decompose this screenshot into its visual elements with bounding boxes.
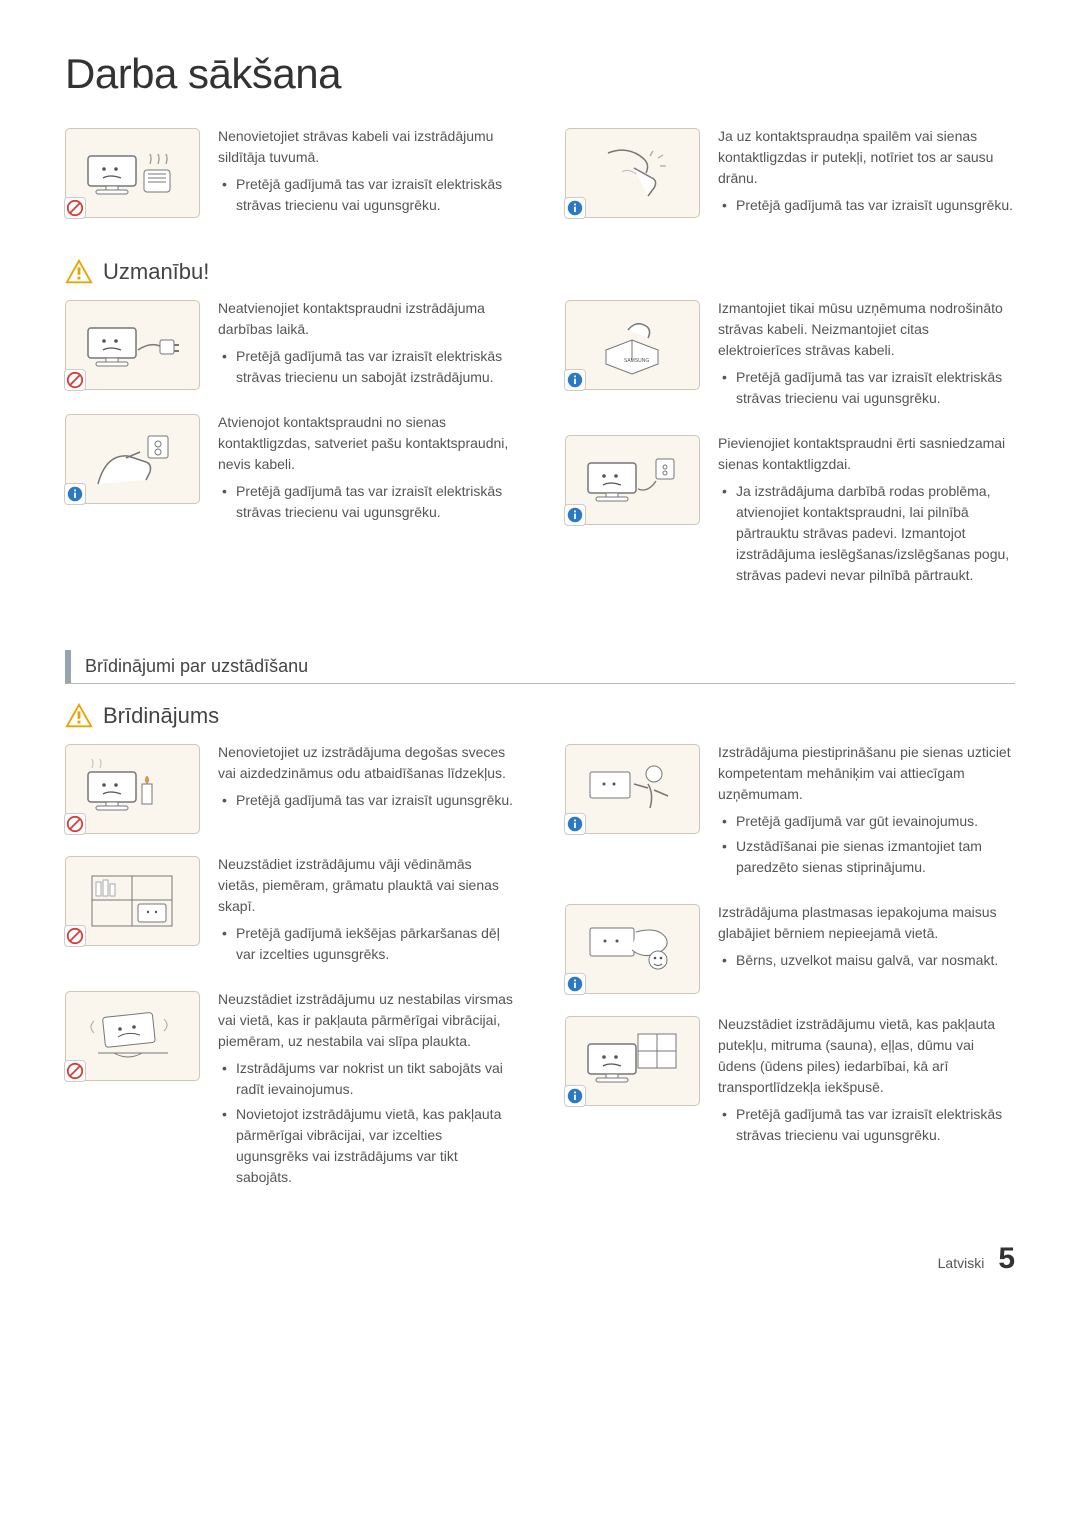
item-intro: Neuzstādiet izstrādājumu vietā, kas pakļ… (718, 1014, 1015, 1098)
safety-item: Pievienojiet kontaktspraudni ērti sasnie… (565, 433, 1015, 590)
safety-item: Atvienojot kontaktspraudni no sienas kon… (65, 412, 515, 527)
item-bullets: Pretējā gadījumā tas var izraisīt elektr… (218, 174, 515, 216)
illustration (565, 128, 700, 218)
section2-columns: Neatvienojiet kontaktspraudni izstrādāju… (65, 298, 1015, 610)
item-bullet: Pretējā gadījumā tas var izraisīt elektr… (718, 1104, 1015, 1146)
prohibit-icon (64, 1060, 86, 1082)
item-bullet: Novietojot izstrādājumu vietā, kas pakļa… (218, 1104, 515, 1188)
info-icon (564, 369, 586, 391)
safety-item: Neuzstādiet izstrādājumu uz nestabilas v… (65, 989, 515, 1192)
footer-language: Latviski (938, 1255, 985, 1271)
item-bullets: Izstrādājums var nokrist un tikt sabojāt… (218, 1058, 515, 1188)
item-bullet: Pretējā gadījumā tas var izraisīt ugunsg… (718, 195, 1015, 216)
item-bullet: Pretējā gadījumā tas var izraisīt elektr… (218, 346, 515, 388)
install-heading: Brīdinājumi par uzstādīšanu (65, 650, 1015, 684)
illustration (565, 435, 700, 525)
item-bullet: Ja izstrādājuma darbībā rodas problēma, … (718, 481, 1015, 586)
safety-item: Neuzstādiet izstrādājumu vāji vēdināmās … (65, 854, 515, 969)
section3-columns: Nenovietojiet uz izstrādājuma degošas sv… (65, 742, 1015, 1212)
illustration (65, 991, 200, 1081)
info-icon (64, 483, 86, 505)
safety-item: Izstrādājuma piestiprināšanu pie sienas … (565, 742, 1015, 882)
illustration (65, 300, 200, 390)
safety-item: Nenovietojiet uz izstrādājuma degošas sv… (65, 742, 515, 834)
page-footer: Latviski 5 (65, 1242, 1015, 1276)
prohibit-icon (64, 197, 86, 219)
illustration (565, 1016, 700, 1106)
safety-item: Ja uz kontaktspraudņa spailēm vai sienas… (565, 126, 1015, 220)
illustration (565, 904, 700, 994)
item-intro: Izstrādājuma piestiprināšanu pie sienas … (718, 742, 1015, 805)
prohibit-icon (64, 369, 86, 391)
item-bullet: Pretējā gadījumā tas var izraisīt elektr… (218, 174, 515, 216)
illustration (65, 744, 200, 834)
item-bullets: Pretējā gadījumā tas var izraisīt elektr… (218, 481, 515, 523)
safety-item: Nenovietojiet strāvas kabeli vai izstrād… (65, 126, 515, 220)
item-bullet: Pretējā gadījumā tas var izraisīt elektr… (218, 481, 515, 523)
item-bullets: Bērns, uzvelkot maisu galvā, var nosmakt… (718, 950, 1015, 971)
item-bullet: Izstrādājums var nokrist un tikt sabojāt… (218, 1058, 515, 1100)
illustration (65, 856, 200, 946)
item-intro: Nenovietojiet strāvas kabeli vai izstrād… (218, 126, 515, 168)
info-icon (564, 504, 586, 526)
item-bullets: Ja izstrādājuma darbībā rodas problēma, … (718, 481, 1015, 586)
item-bullets: Pretējā gadījumā tas var izraisīt elektr… (218, 346, 515, 388)
item-bullet: Uzstādīšanai pie sienas izmantojiet tam … (718, 836, 1015, 878)
svg-text:SAMSUNG: SAMSUNG (624, 358, 649, 364)
caution-label: Uzmanību! (103, 259, 209, 285)
item-intro: Neuzstādiet izstrādājumu vāji vēdināmās … (218, 854, 515, 917)
item-intro: Neuzstādiet izstrādājumu uz nestabilas v… (218, 989, 515, 1052)
info-icon (564, 197, 586, 219)
item-bullet: Pretējā gadījumā tas var izraisīt ugunsg… (218, 790, 515, 811)
item-bullets: Pretējā gadījumā tas var izraisīt elektr… (718, 1104, 1015, 1146)
illustration (65, 128, 200, 218)
info-icon (564, 813, 586, 835)
section1-columns: Nenovietojiet strāvas kabeli vai izstrād… (65, 126, 1015, 240)
page-title: Darba sākšana (65, 50, 1015, 98)
item-intro: Pievienojiet kontaktspraudni ērti sasnie… (718, 433, 1015, 475)
item-bullet: Pretējā gadījumā iekšējas pārkaršanas dē… (218, 923, 515, 965)
warning-header: Brīdinājums (65, 702, 1015, 730)
item-bullets: Pretējā gadījumā tas var izraisīt ugunsg… (218, 790, 515, 811)
item-intro: Ja uz kontaktspraudņa spailēm vai sienas… (718, 126, 1015, 189)
illustration (65, 414, 200, 504)
prohibit-icon (64, 925, 86, 947)
info-icon (564, 1085, 586, 1107)
item-bullet: Pretējā gadījumā var gūt ievainojumus. (718, 811, 1015, 832)
warning-icon (65, 702, 93, 730)
page-number: 5 (998, 1242, 1015, 1276)
illustration (565, 744, 700, 834)
item-intro: Atvienojot kontaktspraudni no sienas kon… (218, 412, 515, 475)
item-bullets: Pretējā gadījumā iekšējas pārkaršanas dē… (218, 923, 515, 965)
warning-label: Brīdinājums (103, 703, 219, 729)
safety-item: SAMSUNG Izmantojiet tikai mūsu uzņēmuma n… (565, 298, 1015, 413)
illustration: SAMSUNG (565, 300, 700, 390)
caution-header: Uzmanību! (65, 258, 1015, 286)
item-intro: Izstrādājuma plastmasas iepakojuma maisu… (718, 902, 1015, 944)
item-bullets: Pretējā gadījumā tas var izraisīt ugunsg… (718, 195, 1015, 216)
item-bullet: Pretējā gadījumā tas var izraisīt elektr… (718, 367, 1015, 409)
item-intro: Nenovietojiet uz izstrādājuma degošas sv… (218, 742, 515, 784)
info-icon (564, 973, 586, 995)
item-bullets: Pretējā gadījumā var gūt ievainojumus. Uz… (718, 811, 1015, 878)
prohibit-icon (64, 813, 86, 835)
item-bullet: Bērns, uzvelkot maisu galvā, var nosmakt… (718, 950, 1015, 971)
item-intro: Neatvienojiet kontaktspraudni izstrādāju… (218, 298, 515, 340)
safety-item: Neatvienojiet kontaktspraudni izstrādāju… (65, 298, 515, 392)
safety-item: Neuzstādiet izstrādājumu vietā, kas pakļ… (565, 1014, 1015, 1150)
safety-item: Izstrādājuma plastmasas iepakojuma maisu… (565, 902, 1015, 994)
caution-icon (65, 258, 93, 286)
item-bullets: Pretējā gadījumā tas var izraisīt elektr… (718, 367, 1015, 409)
item-intro: Izmantojiet tikai mūsu uzņēmuma nodrošin… (718, 298, 1015, 361)
